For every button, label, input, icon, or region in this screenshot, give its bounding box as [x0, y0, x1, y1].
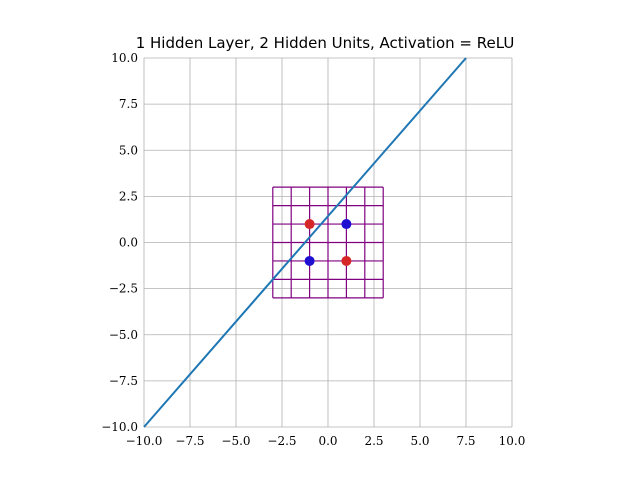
decision-line-layer [143, 57, 467, 428]
y-tick-label: 7.5 [119, 97, 138, 111]
mesh-grid [272, 186, 384, 299]
decision-line [143, 57, 467, 428]
x-tick-label: −5.0 [221, 434, 250, 448]
points-layer [304, 219, 352, 266]
y-tick-label: −5.0 [109, 328, 138, 342]
x-tick-label: 7.5 [456, 434, 475, 448]
chart-title: 1 Hidden Layer, 2 Hidden Units, Activati… [136, 34, 515, 52]
y-tick-label: −10.0 [101, 420, 138, 434]
x-tick-label: 10.0 [499, 434, 526, 448]
x-tick-label: 5.0 [410, 434, 429, 448]
data-point [304, 219, 315, 230]
x-tick-label: 2.5 [364, 434, 383, 448]
x-tick-label: −10.0 [126, 434, 163, 448]
y-tick-label: 0.0 [119, 236, 138, 250]
x-tick-label: −2.5 [267, 434, 296, 448]
y-tick-label: 10.0 [111, 51, 138, 65]
y-tick-label: −2.5 [109, 282, 138, 296]
y-tick-label: −7.5 [109, 374, 138, 388]
data-point [341, 219, 352, 230]
data-point [304, 255, 315, 266]
y-tick-label: 2.5 [119, 189, 138, 203]
ticks-layer: −10.0 −7.5 −5.0 −2.5 0.0 2.5 5.0 7.5 10.0 −10.0 −7… [101, 51, 525, 448]
x-tick-label: −7.5 [175, 434, 204, 448]
data-point [341, 255, 352, 266]
y-tick-label: 5.0 [119, 143, 138, 157]
x-tick-label: 0.0 [318, 434, 337, 448]
